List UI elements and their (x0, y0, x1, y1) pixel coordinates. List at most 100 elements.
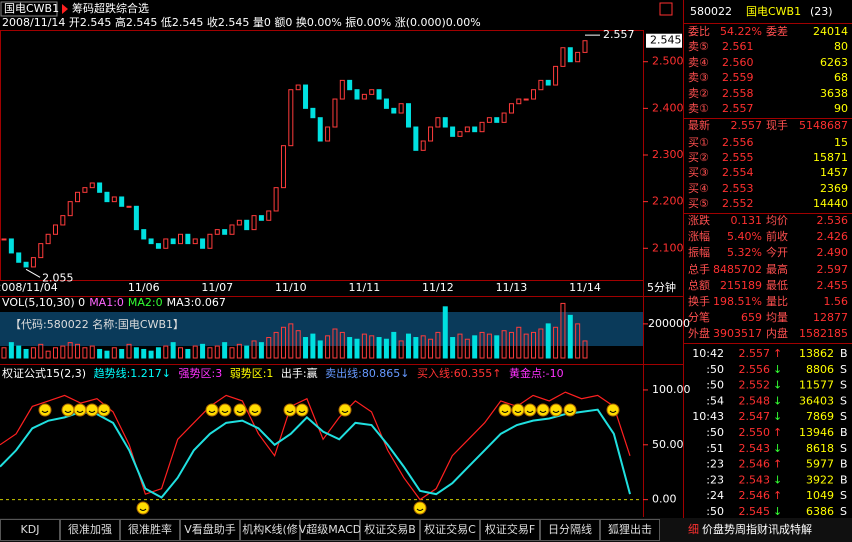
tab-label[interactable]: 权证交易B (364, 522, 416, 536)
tick-price: 2.546 (739, 489, 771, 502)
tick-side: B (840, 347, 848, 360)
quote-value: 54.22% (720, 25, 762, 38)
tick-arrow: ↑ (773, 458, 782, 471)
icon[interactable] (659, 2, 673, 16)
tab[interactable] (300, 519, 360, 541)
volume-bar (133, 347, 139, 359)
candle (75, 191, 81, 203)
quote-value: 0.131 (731, 214, 763, 227)
tab[interactable] (420, 519, 480, 541)
quote-price: 2.555 (722, 151, 754, 164)
tab[interactable] (120, 519, 180, 541)
candle (229, 224, 235, 235)
candle (516, 98, 522, 105)
volume-banner: 【代码:580022 名称:国电CWB1】 (10, 317, 184, 331)
title-box (0, 1, 58, 17)
tab-label[interactable]: 权证交易C (424, 522, 476, 536)
candle (192, 238, 198, 245)
candle (361, 93, 367, 100)
quote-label: 委比 (688, 25, 710, 38)
y-tick-label: 50.00 (652, 438, 684, 451)
tab-label[interactable]: V超级MACD (299, 522, 362, 536)
x-tick-label: 11/06 (128, 281, 160, 294)
signal-icon (511, 403, 525, 417)
tab[interactable] (60, 519, 120, 541)
volume-bar (428, 338, 434, 359)
volume-bar (163, 345, 169, 359)
x-tick-label: 2008/11/04 (0, 281, 58, 294)
tick-arrow: ↓ (773, 442, 782, 455)
candle (82, 187, 88, 193)
tick-side: S (840, 505, 847, 518)
y-tick-label: 200000 (648, 317, 690, 330)
quote-label: 外盘 (688, 326, 710, 340)
tick-volume: 13862 (799, 347, 834, 360)
signal-icon (233, 403, 247, 417)
quote-label: 均价 (766, 214, 788, 227)
tab[interactable] (180, 519, 240, 541)
tick-side: S (840, 410, 847, 423)
quote-volume: 6263 (820, 56, 848, 69)
tab-label[interactable]: V看盘助手 (184, 522, 236, 536)
volume-bar (1, 347, 7, 359)
volume-bar (398, 340, 404, 359)
legend-item: 买入线:60.355↑ (417, 366, 505, 380)
tick-price: 2.547 (739, 410, 771, 423)
volume-bar (185, 348, 191, 359)
tick-side: S (840, 379, 847, 392)
signal-icon (523, 403, 537, 417)
tab[interactable] (240, 519, 300, 541)
tab-label[interactable]: 狐狸出击 (608, 522, 652, 536)
volume-bar (141, 348, 147, 359)
volume-bar (45, 350, 51, 359)
tab[interactable] (360, 519, 420, 541)
quote-value: 215189 (720, 279, 762, 292)
tab[interactable] (0, 519, 60, 541)
candle (148, 238, 154, 245)
quote-label: 卖③ (688, 71, 709, 84)
quote-value: 2.426 (817, 230, 849, 243)
tab-label[interactable]: 日分隔线 (548, 522, 592, 536)
legend-item: MA3:0.067 (167, 296, 226, 309)
tick-price: 2.543 (739, 473, 771, 486)
volume-bar (376, 337, 382, 359)
volume-bar (222, 342, 228, 359)
x-tick-label: 11/13 (496, 281, 528, 294)
tab-label[interactable]: 很准胜率 (128, 522, 172, 536)
tick-arrow: ↑ (773, 347, 782, 360)
signal-face (286, 410, 294, 413)
volume-bar (508, 331, 514, 359)
volume-bar (119, 348, 125, 359)
y-tick-label: 2.400 (652, 101, 684, 114)
tab-label[interactable]: 机构K线(修 (242, 522, 298, 536)
tab[interactable] (480, 519, 540, 541)
dropdown-arrow[interactable] (62, 4, 68, 14)
candle (435, 117, 441, 128)
volume-bar (288, 323, 294, 359)
subtitle: 筹码超跌综合选 (72, 1, 149, 15)
volume-bar (111, 347, 117, 359)
tab-label[interactable]: KDJ (21, 523, 40, 536)
volume-bar (450, 337, 456, 359)
volume-bar (82, 347, 88, 359)
candle (89, 182, 95, 189)
quote-value: 2.557 (731, 119, 763, 132)
tab-label[interactable]: 很准加强 (68, 522, 112, 536)
volume-bar (567, 314, 573, 359)
tick-time: :24 (706, 489, 724, 502)
signal-face (100, 410, 108, 413)
quote-value: 1.56 (824, 295, 849, 308)
tick-side: S (840, 489, 847, 502)
quote-value: 12877 (813, 311, 848, 324)
volume-bar (479, 331, 485, 359)
candle (472, 126, 478, 133)
quote-label: 换手 (688, 294, 710, 308)
signal-face (526, 410, 534, 413)
tab[interactable] (600, 519, 660, 541)
candle (273, 187, 279, 212)
tab[interactable] (540, 519, 600, 541)
tab-label[interactable]: 权证交易F (485, 522, 535, 536)
volume-bar (126, 343, 132, 359)
candle (38, 243, 44, 259)
